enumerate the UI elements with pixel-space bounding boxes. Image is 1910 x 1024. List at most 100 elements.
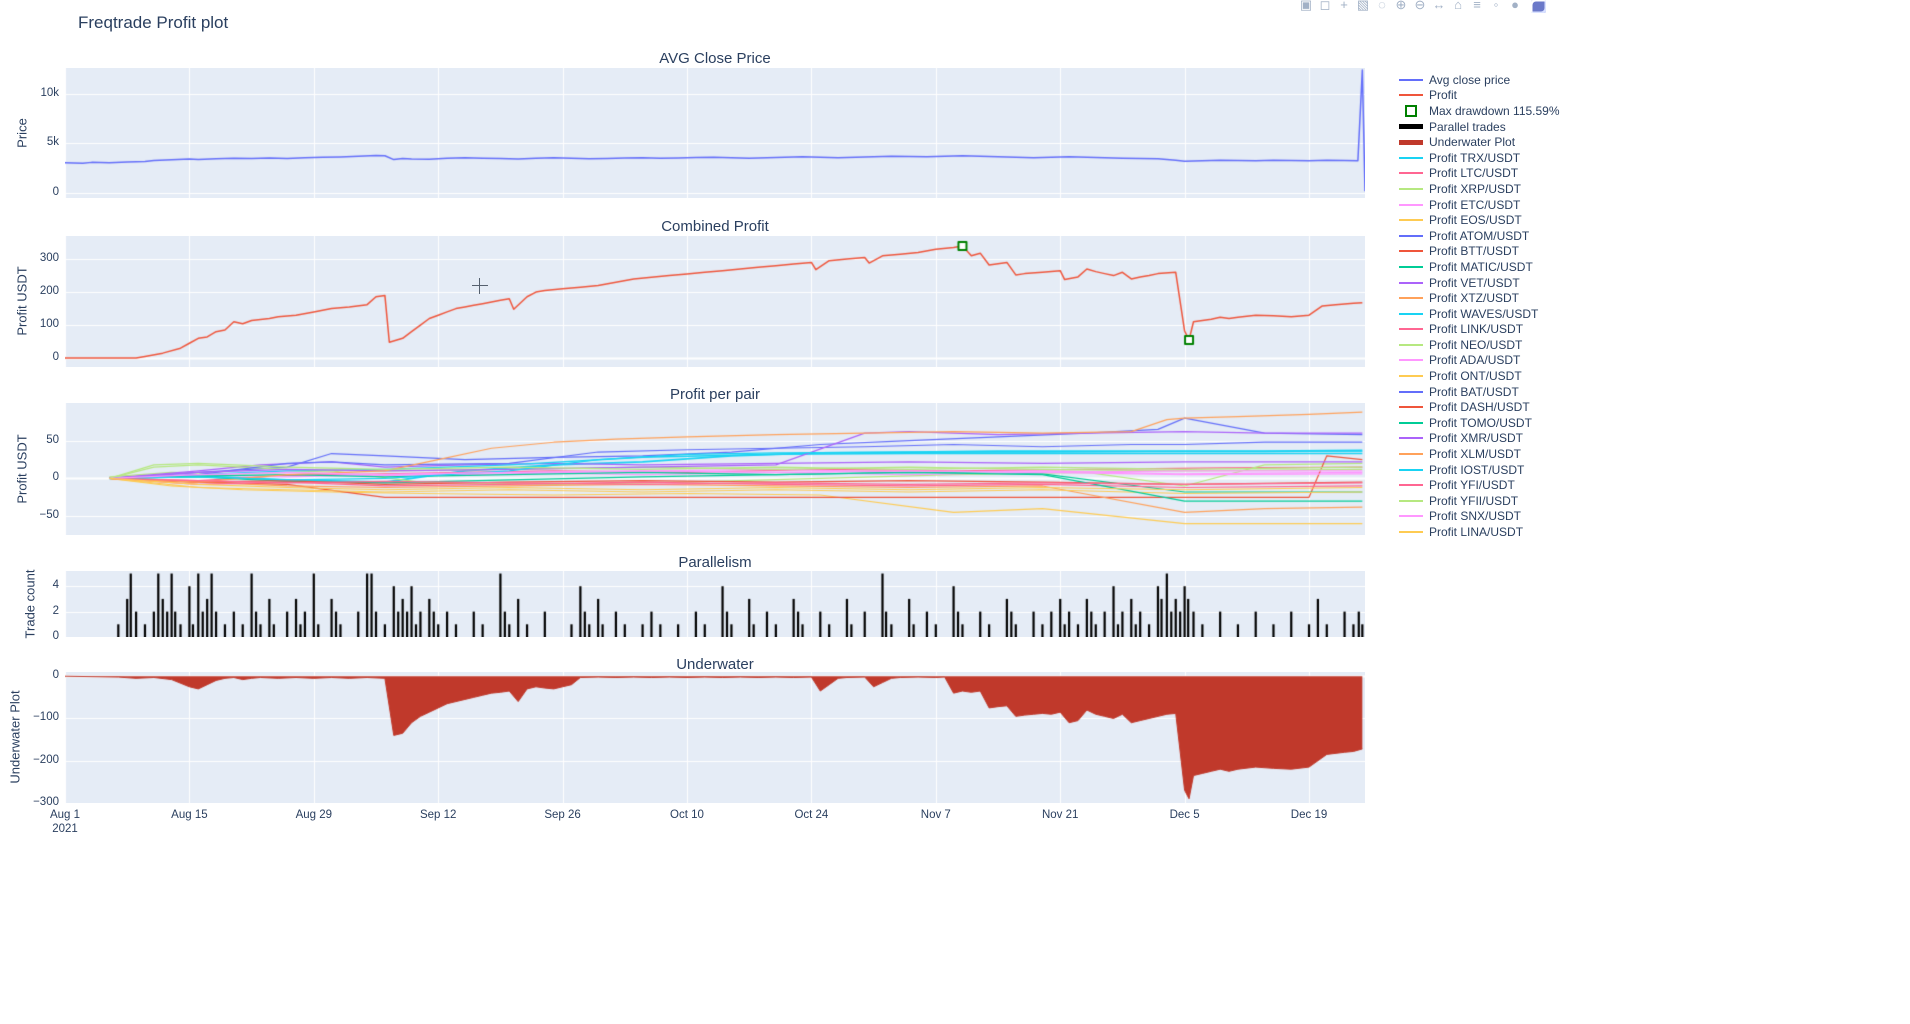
- hover-compare-icon[interactable]: ●: [1511, 0, 1519, 12]
- legend-item-profit-yfi-usdt[interactable]: Profit YFI/USDT: [1398, 477, 1560, 493]
- parallel-trades-swatch-icon: [1398, 124, 1424, 130]
- legend-item-underwater-plot[interactable]: Underwater Plot: [1398, 134, 1560, 150]
- profit-ltc-usdt-swatch-icon: [1398, 172, 1424, 175]
- ytick-underwater-0: 0: [52, 669, 59, 682]
- legend-label: Profit TOMO/USDT: [1429, 415, 1532, 430]
- legend-item-profit-ont-usdt[interactable]: Profit ONT/USDT: [1398, 368, 1560, 384]
- legend-label: Profit MATIC/USDT: [1429, 259, 1533, 274]
- legend-label: Avg close price: [1429, 72, 1511, 87]
- legend-item-profit-yfii-usdt[interactable]: Profit YFII/USDT: [1398, 493, 1560, 509]
- legend-item-profit-tomo-usdt[interactable]: Profit TOMO/USDT: [1398, 415, 1560, 431]
- plotly-modebar: ▣ ◻ + ▧ ◌ ⊕ ⊖ ↔ ⌂ ≡ ◦ ●: [1298, 0, 1546, 13]
- legend-item-max-drawdown-115-59[interactable]: Max drawdown 115.59%: [1398, 103, 1560, 119]
- legend-item-profit-eos-usdt[interactable]: Profit EOS/USDT: [1398, 212, 1560, 228]
- spikelines-icon[interactable]: ≡: [1473, 0, 1481, 12]
- legend-item-profit-trx-usdt[interactable]: Profit TRX/USDT: [1398, 150, 1560, 166]
- zoom-icon[interactable]: ◻: [1319, 0, 1331, 12]
- zoom-in-icon[interactable]: ⊕: [1395, 0, 1407, 12]
- legend-item-profit-etc-usdt[interactable]: Profit ETC/USDT: [1398, 197, 1560, 213]
- legend-label: Profit LINK/USDT: [1429, 322, 1524, 337]
- xtick-nov-21: Nov 21: [1041, 809, 1079, 821]
- reset-axes-icon[interactable]: ⌂: [1454, 0, 1462, 12]
- subplot-avg-close-price[interactable]: [65, 68, 1365, 198]
- legend-item-avg-close-price[interactable]: Avg close price: [1398, 72, 1560, 88]
- legend-item-profit-btt-usdt[interactable]: Profit BTT/USDT: [1398, 244, 1560, 260]
- legend-item-profit-xrp-usdt[interactable]: Profit XRP/USDT: [1398, 181, 1560, 197]
- subplot-title-parallelism: Parallelism: [678, 554, 752, 571]
- combined-profit-plot-area[interactable]: [65, 236, 1365, 367]
- profit-etc-usdt-swatch-icon: [1398, 203, 1424, 206]
- legend-item-profit-ltc-usdt[interactable]: Profit LTC/USDT: [1398, 166, 1560, 182]
- profit-iost-usdt-swatch-icon: [1398, 468, 1424, 471]
- profit-per-pair-plot-area[interactable]: [65, 403, 1365, 535]
- ytick-parallel-0: 0: [52, 630, 59, 642]
- max-drawdown-115-59-swatch-icon: [1398, 104, 1424, 117]
- legend-label: Profit BTT/USDT: [1429, 244, 1520, 259]
- legend-label: Profit IOST/USDT: [1429, 462, 1525, 477]
- profit-neo-usdt-swatch-icon: [1398, 343, 1424, 346]
- legend-item-parallel-trades[interactable]: Parallel trades: [1398, 119, 1560, 135]
- parallelism-plot-area[interactable]: [65, 571, 1365, 637]
- ytick-underwater-300: −300: [33, 796, 59, 808]
- underwater-plot-area[interactable]: [65, 672, 1365, 803]
- legend-label: Profit LTC/USDT: [1429, 166, 1519, 181]
- ytick-pairs-0: 0: [52, 471, 59, 484]
- legend-label: Profit XLM/USDT: [1429, 447, 1522, 462]
- legend-item-profit[interactable]: Profit: [1398, 88, 1560, 104]
- ytick-price-10k: 10k: [40, 86, 59, 99]
- xtick-oct-24: Oct 24: [794, 809, 829, 821]
- subplot-title-combined-profit: Combined Profit: [661, 218, 769, 235]
- subplot-profit-per-pair[interactable]: [65, 403, 1365, 535]
- xtick-aug-15: Aug 15: [171, 809, 208, 821]
- legend-item-profit-dash-usdt[interactable]: Profit DASH/USDT: [1398, 399, 1560, 415]
- legend-item-profit-xlm-usdt[interactable]: Profit XLM/USDT: [1398, 446, 1560, 462]
- ytick-profit-300: 300: [39, 252, 59, 265]
- legend-item-profit-ada-usdt[interactable]: Profit ADA/USDT: [1398, 353, 1560, 369]
- legend-label: Profit ADA/USDT: [1429, 353, 1521, 368]
- avg-close-price-swatch-icon: [1398, 78, 1424, 81]
- profit-ada-usdt-swatch-icon: [1398, 359, 1424, 362]
- legend-item-profit-vet-usdt[interactable]: Profit VET/USDT: [1398, 275, 1560, 291]
- legend-item-profit-iost-usdt[interactable]: Profit IOST/USDT: [1398, 462, 1560, 478]
- xtick-sep-26: Sep 26: [544, 809, 581, 821]
- subplot-combined-profit[interactable]: [65, 236, 1365, 367]
- legend-item-profit-atom-usdt[interactable]: Profit ATOM/USDT: [1398, 228, 1560, 244]
- camera-icon[interactable]: ▣: [1299, 0, 1313, 12]
- hover-closest-icon[interactable]: ◦: [1493, 0, 1499, 12]
- profit-snx-usdt-swatch-icon: [1398, 515, 1424, 518]
- plotly-logo[interactable]: [1531, 0, 1546, 13]
- profit-link-usdt-swatch-icon: [1398, 328, 1424, 331]
- legend-label: Profit ATOM/USDT: [1429, 228, 1530, 243]
- legend-item-profit-snx-usdt[interactable]: Profit SNX/USDT: [1398, 509, 1560, 525]
- subplot-parallelism[interactable]: [65, 571, 1365, 637]
- legend-item-profit-xtz-usdt[interactable]: Profit XTZ/USDT: [1398, 290, 1560, 306]
- box-select-icon[interactable]: ▧: [1356, 0, 1370, 12]
- legend-item-profit-link-usdt[interactable]: Profit LINK/USDT: [1398, 322, 1560, 338]
- subplot-title-underwater: Underwater: [676, 656, 754, 673]
- ytick-pairs-50: 50: [46, 433, 59, 446]
- legend-item-profit-matic-usdt[interactable]: Profit MATIC/USDT: [1398, 259, 1560, 275]
- xtick-sep-12: Sep 12: [419, 809, 457, 821]
- lasso-select-icon[interactable]: ◌: [1378, 0, 1386, 12]
- legend-item-profit-bat-usdt[interactable]: Profit BAT/USDT: [1398, 384, 1560, 400]
- zoom-out-icon[interactable]: ⊖: [1414, 0, 1426, 12]
- profit-matic-usdt-swatch-icon: [1398, 265, 1424, 268]
- ytick-underwater-100: −100: [33, 711, 59, 724]
- legend-label: Parallel trades: [1429, 119, 1506, 134]
- autoscale-icon[interactable]: ↔: [1432, 0, 1446, 12]
- xtick-year: 2021: [52, 823, 78, 835]
- avg-close-price-plot-area[interactable]: [65, 68, 1365, 198]
- profit-lina-usdt-swatch-icon: [1398, 531, 1424, 534]
- legend-label: Profit: [1429, 88, 1458, 103]
- legend-item-profit-waves-usdt[interactable]: Profit WAVES/USDT: [1398, 306, 1560, 322]
- yaxis-label-underwater-plot: Underwater Plot: [7, 690, 23, 784]
- legend-item-profit-xmr-usdt[interactable]: Profit XMR/USDT: [1398, 431, 1560, 447]
- legend-item-profit-neo-usdt[interactable]: Profit NEO/USDT: [1398, 337, 1560, 353]
- legend-label: Profit YFI/USDT: [1429, 478, 1515, 493]
- subplot-underwater[interactable]: [65, 672, 1365, 803]
- ytick-pairs-50: −50: [39, 509, 59, 522]
- pan-icon[interactable]: +: [1340, 0, 1348, 12]
- legend: Avg close price Profit Max drawdown 115.59…: [1398, 72, 1560, 540]
- profit-swatch-icon: [1398, 94, 1424, 97]
- legend-item-profit-lina-usdt[interactable]: Profit LINA/USDT: [1398, 524, 1560, 540]
